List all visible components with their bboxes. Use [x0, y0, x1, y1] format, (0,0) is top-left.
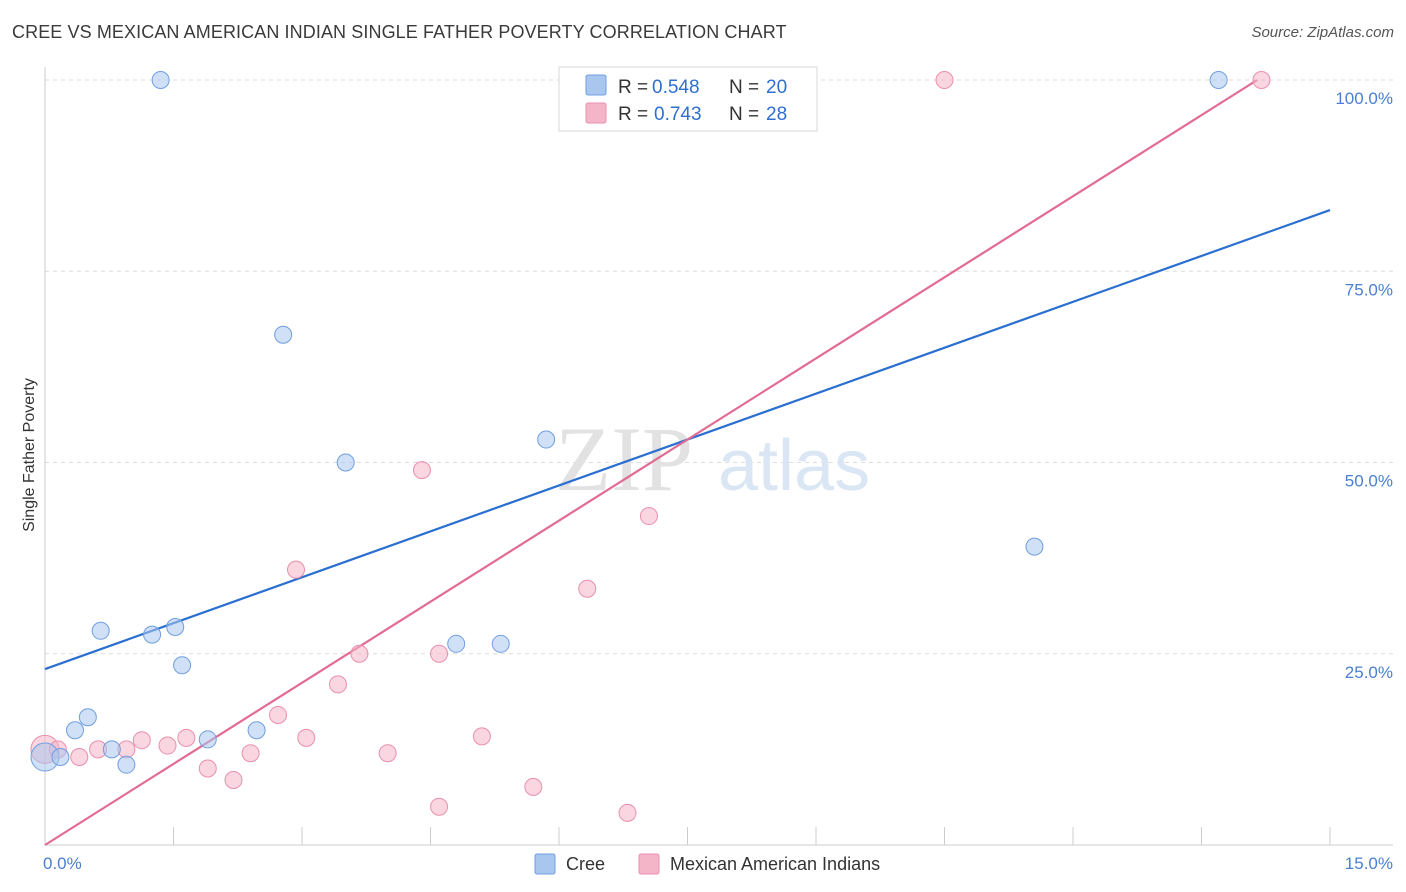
mexican-point [412, 461, 431, 480]
cree-point [173, 656, 192, 675]
mexican-point [935, 71, 954, 89]
legend-n-value-mexican: 28 [766, 104, 787, 125]
data-points [30, 71, 1271, 822]
cree-point [247, 721, 266, 740]
mexican-point [430, 797, 449, 816]
cree-point [78, 708, 97, 727]
bottom-legend-label-mexican: Mexican American Indians [670, 854, 880, 874]
chart-title: CREE VS MEXICAN AMERICAN INDIAN SINGLE F… [12, 22, 787, 42]
cree-point [151, 71, 170, 89]
legend-n-label-mexican: N = [729, 104, 759, 125]
y-tick-labels: 25.0% 50.0% 75.0% 100.0% [1335, 89, 1393, 682]
y-tick-label: 100.0% [1335, 89, 1393, 108]
watermark: ZIP atlas [555, 408, 870, 510]
mexican-point [287, 560, 306, 579]
mexican-point [524, 777, 543, 796]
y-axis-label: Single Father Poverty [21, 378, 38, 532]
cree-point [166, 617, 185, 636]
bottom-legend-label-cree: Cree [566, 854, 605, 874]
mexican-point [241, 744, 260, 763]
mexican-point [269, 705, 288, 724]
legend-r-label-cree: R = [618, 77, 648, 98]
mexican-point [350, 644, 369, 663]
cree-point [336, 453, 355, 472]
axes [44, 67, 1393, 846]
cree-point [143, 625, 162, 644]
stats-legend: R = 0.548 N = 20 R = 0.743 N = 28 [558, 66, 818, 132]
legend-swatch-mexican [585, 102, 607, 124]
cree-point [447, 634, 466, 653]
x-tick-label: 0.0% [43, 854, 82, 873]
mexican-point [297, 728, 316, 747]
mexican-point [378, 744, 397, 763]
mexican-point [472, 727, 491, 746]
cree-point [51, 748, 70, 767]
mexican-point [618, 803, 637, 822]
mexican-point [177, 728, 196, 747]
mexican-point [158, 736, 177, 755]
legend-r-value-mexican: 0.743 [654, 104, 702, 125]
x-tick-label: 15.0% [1345, 854, 1393, 873]
mexican-point [198, 759, 217, 778]
cree-point [117, 755, 136, 774]
y-tick-label: 50.0% [1345, 472, 1393, 491]
source-label: Source: ZipAtlas.com [1251, 24, 1394, 41]
mexican-point [70, 748, 89, 767]
cree-point [1025, 537, 1044, 556]
watermark-zip: ZIP [555, 408, 693, 510]
mexican-point [1252, 71, 1271, 89]
mexican-point [132, 731, 151, 750]
mexican-trend-line [44, 79, 1258, 846]
cree-point [1209, 71, 1228, 89]
cree-point [274, 325, 293, 344]
legend-r-value-cree: 0.548 [652, 77, 700, 98]
legend-n-value-cree: 20 [766, 77, 787, 98]
cree-point [65, 721, 84, 740]
x-tick-labels: 0.0% 15.0% [43, 854, 1393, 873]
cree-point [198, 730, 217, 749]
bottom-legend-swatch-mexican [638, 853, 660, 875]
trend-lines [44, 79, 1331, 846]
grid-lines [45, 79, 1393, 655]
mexican-point [639, 507, 658, 526]
bottom-legend-swatch-cree [534, 853, 556, 875]
legend-swatch-cree [585, 74, 607, 96]
series-legend: Cree Mexican American Indians [534, 853, 880, 875]
mexican-point [430, 644, 449, 663]
watermark-atlas: atlas [718, 426, 870, 506]
legend-n-label-cree: N = [729, 77, 759, 98]
legend-r-label-mexican: R = [618, 104, 648, 125]
cree-point [537, 430, 556, 449]
mexican-point [328, 675, 347, 694]
cree-point [102, 740, 121, 759]
mexican-point [224, 770, 243, 789]
cree-point [91, 621, 110, 640]
cree-point [491, 634, 510, 653]
y-tick-label: 75.0% [1345, 280, 1393, 299]
y-tick-label: 25.0% [1345, 663, 1393, 682]
mexican-point [578, 579, 597, 598]
